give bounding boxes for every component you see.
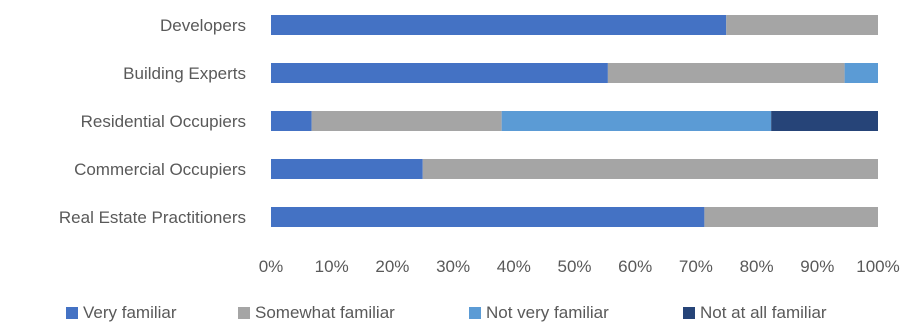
x-tick-label: 100% <box>856 257 899 276</box>
category-label: Real Estate Practitioners <box>59 208 246 227</box>
bar-real-estate-practitioners-very-familiar <box>271 207 705 227</box>
x-tick-label: 50% <box>557 257 591 276</box>
bar-commercial-occupiers-somewhat-familiar <box>422 159 878 179</box>
bar-developers-very-familiar <box>271 15 727 35</box>
bar-residential-occupiers-very-familiar <box>271 111 312 131</box>
legend-swatch-not-very-familiar <box>469 307 481 319</box>
x-tick-label: 10% <box>315 257 349 276</box>
bar-developers-somewhat-familiar <box>726 15 878 35</box>
legend-swatch-very-familiar <box>66 307 78 319</box>
bar-residential-occupiers-not-very-familiar <box>501 111 772 131</box>
x-tick-label: 90% <box>800 257 834 276</box>
bar-residential-occupiers-not-at-all-familiar <box>771 111 878 131</box>
x-tick-label: 0% <box>259 257 284 276</box>
bar-residential-occupiers-somewhat-familiar <box>311 111 502 131</box>
legend-label-not-very-familiar: Not very familiar <box>486 303 609 322</box>
bar-building-experts-somewhat-familiar <box>607 63 845 83</box>
x-tick-labels: 0% 10% 20% 30% 40% 50% 60% 70% 80% 90% 100% <box>259 257 900 276</box>
x-tick-label: 80% <box>740 257 774 276</box>
category-label: Building Experts <box>123 64 246 83</box>
bar-building-experts-very-familiar <box>271 63 608 83</box>
x-tick-label: 60% <box>618 257 652 276</box>
category-label: Commercial Occupiers <box>74 160 246 179</box>
bar-real-estate-practitioners-somewhat-familiar <box>704 207 878 227</box>
category-labels: Developers Building Experts Residential Oc… <box>59 16 246 227</box>
bar-commercial-occupiers-very-familiar <box>271 159 423 179</box>
legend-swatch-not-at-all-familiar <box>683 307 695 319</box>
legend-label-somewhat-familiar: Somewhat familiar <box>255 303 395 322</box>
category-label: Developers <box>160 16 246 35</box>
bar-building-experts-not-very-familiar <box>844 63 878 83</box>
legend-swatch-somewhat-familiar <box>238 307 250 319</box>
x-tick-label: 40% <box>497 257 531 276</box>
legend-label-very-familiar: Very familiar <box>83 303 177 322</box>
x-tick-label: 70% <box>679 257 713 276</box>
bars-group <box>271 15 878 227</box>
legend: Very familiar Somewhat familiar Not very f… <box>66 303 827 322</box>
x-tick-label: 30% <box>436 257 470 276</box>
category-label: Residential Occupiers <box>81 112 246 131</box>
x-tick-label: 20% <box>375 257 409 276</box>
legend-label-not-at-all-familiar: Not at all familiar <box>700 303 827 322</box>
